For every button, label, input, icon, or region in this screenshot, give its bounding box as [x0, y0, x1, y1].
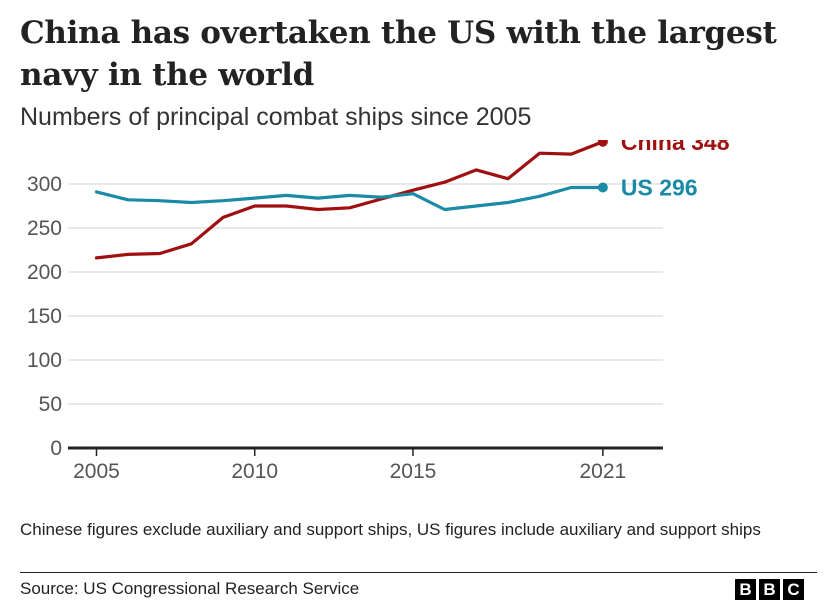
series-line-us — [94, 185, 605, 212]
series-line-china — [94, 140, 605, 260]
axes: 0 50 100 150 200 250 300 2005 2010 2015 2021 — [27, 173, 663, 483]
x-tick-label: 2021 — [580, 460, 627, 483]
series-end-dot-us — [597, 182, 608, 193]
x-tick-label: 2015 — [390, 460, 437, 483]
y-tick-label: 250 — [27, 217, 62, 240]
logo-letter: B — [735, 579, 756, 600]
series-end-labels: China 348 US 296 — [621, 140, 730, 201]
series-lines — [94, 140, 608, 260]
line-chart: 0 50 100 150 200 250 300 2005 2010 2015 2021 China… — [27, 140, 730, 483]
y-tick-label: 0 — [50, 437, 62, 460]
x-tick-label: 2005 — [73, 460, 120, 483]
y-tick-label: 50 — [39, 393, 62, 416]
y-tick-label: 150 — [27, 305, 62, 328]
series-end-label-china: China 348 — [621, 140, 730, 155]
bbc-logo: B B C — [735, 579, 804, 600]
source-credit: Source: US Congressional Research Servic… — [20, 579, 360, 598]
series-end-label-us: US 296 — [621, 175, 698, 201]
x-tick-label: 2010 — [231, 460, 278, 483]
footer-divider — [20, 572, 817, 573]
logo-letter: B — [759, 579, 780, 600]
y-tick-label: 200 — [27, 261, 62, 284]
footnote: Chinese figures exclude auxiliary and su… — [20, 520, 761, 539]
y-tick-label: 100 — [27, 349, 62, 372]
series-end-dot-china — [597, 140, 608, 147]
chart-subtitle: Numbers of principal combat ships since … — [20, 103, 532, 131]
y-tick-label: 300 — [27, 173, 62, 196]
gridlines — [68, 183, 663, 405]
chart-title: China has overtaken the US with the larg… — [20, 15, 777, 93]
logo-letter: C — [783, 579, 804, 600]
